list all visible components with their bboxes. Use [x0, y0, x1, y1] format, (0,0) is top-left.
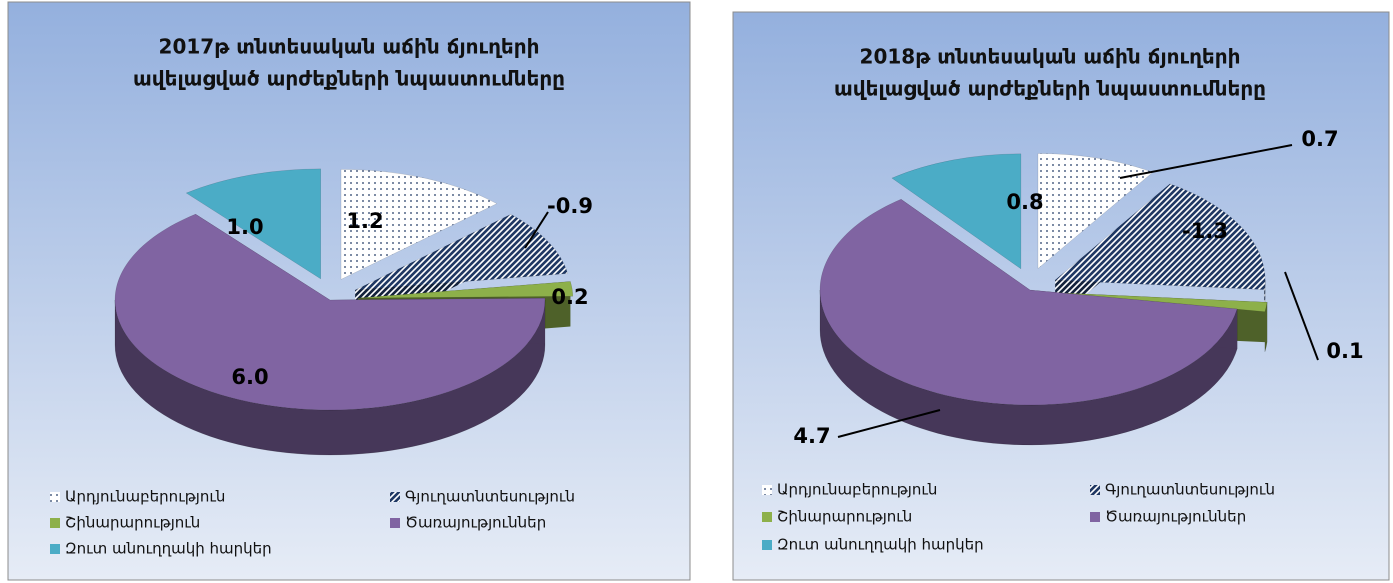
legend-swatch	[50, 492, 60, 502]
pie-slice	[357, 281, 574, 299]
data-label: 1.2	[346, 209, 383, 233]
legend-label: Գյուղատնտեսություն	[405, 488, 575, 506]
pie	[819, 153, 1268, 446]
chart-title: 2018թ տնտեսական աճին ճյուղերի	[860, 45, 1241, 69]
data-label: -0.9	[547, 194, 593, 218]
data-label: 0.7	[1301, 127, 1338, 151]
legend-label: Շինարարություն	[65, 514, 200, 532]
pie-slice	[1054, 183, 1266, 290]
pie-slice	[340, 169, 498, 280]
leader-line	[1119, 144, 1293, 179]
chart-title: 2017թ տնտեսական աճին ճյուղերի	[159, 35, 540, 59]
legend-swatch	[50, 544, 60, 554]
legend-label: Շինարարություն	[777, 508, 912, 526]
legend-swatch	[1090, 512, 1100, 522]
legend-label: Գյուղատնտեսություն	[1105, 481, 1275, 499]
legend-label: Ծառայություններ	[405, 514, 546, 532]
legend-label: Արդյունաբերություն	[65, 488, 225, 506]
legend-label: Արդյունաբերություն	[777, 481, 937, 499]
legend-label: Զուտ անուղղակի հարկեր	[777, 536, 984, 554]
data-label: 6.0	[231, 365, 268, 389]
data-label: 0.2	[551, 285, 588, 309]
legend-swatch	[762, 512, 772, 522]
legend-swatch	[50, 518, 60, 528]
pie-slice	[819, 198, 1238, 406]
data-label: 1.0	[226, 215, 263, 239]
chart-title: ավելացված արժեքների նպաստումները	[133, 67, 565, 91]
legend-swatch	[762, 540, 772, 550]
pie-slice	[891, 153, 1022, 270]
pie-slice	[185, 168, 321, 280]
data-label: -1.3	[1182, 219, 1228, 243]
pie-slice	[355, 214, 568, 291]
leader-line	[524, 211, 549, 249]
leader-line	[1284, 271, 1319, 361]
pie-slice	[114, 213, 546, 411]
pie	[114, 168, 574, 456]
legend-swatch	[390, 518, 400, 528]
legend-swatch	[762, 485, 772, 495]
legend-swatch	[390, 492, 400, 502]
pie-slice	[1037, 153, 1154, 270]
data-label: 0.1	[1326, 339, 1363, 363]
data-label: 4.7	[793, 424, 830, 448]
data-label: 0.8	[1006, 190, 1043, 214]
legend-swatch	[1090, 485, 1100, 495]
chart-title: ավելացված արժեքների նպաստումները	[834, 77, 1266, 101]
legend-label: Ծառայություններ	[1105, 508, 1246, 526]
legend-label: Զուտ անուղղակի հարկեր	[65, 540, 272, 558]
leader-line	[837, 409, 941, 438]
